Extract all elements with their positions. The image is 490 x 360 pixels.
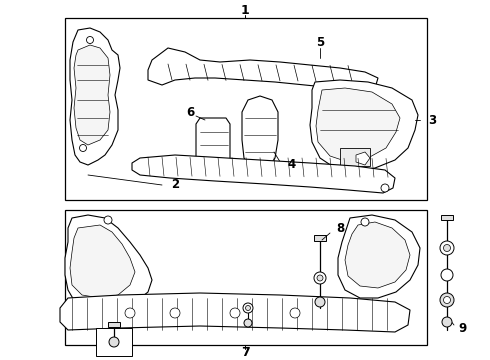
- Circle shape: [441, 269, 453, 281]
- Circle shape: [440, 293, 454, 307]
- Polygon shape: [60, 293, 410, 332]
- Text: 9: 9: [458, 321, 466, 334]
- Text: 5: 5: [316, 36, 324, 49]
- Circle shape: [245, 306, 250, 310]
- Text: 1: 1: [241, 4, 249, 18]
- Text: 4: 4: [288, 158, 296, 171]
- Bar: [96, 328, 132, 356]
- Circle shape: [361, 218, 369, 226]
- Circle shape: [315, 297, 325, 307]
- Bar: [314, 235, 326, 241]
- Circle shape: [125, 308, 135, 318]
- Circle shape: [381, 184, 389, 192]
- Polygon shape: [70, 225, 135, 298]
- Polygon shape: [310, 80, 418, 172]
- Text: 6: 6: [186, 105, 194, 118]
- Bar: [441, 215, 453, 220]
- Polygon shape: [356, 152, 370, 165]
- Circle shape: [230, 308, 240, 318]
- Polygon shape: [338, 215, 420, 298]
- Text: 7: 7: [241, 346, 249, 360]
- Polygon shape: [70, 28, 120, 165]
- Text: 3: 3: [428, 113, 436, 126]
- Circle shape: [244, 319, 252, 327]
- Circle shape: [314, 272, 326, 284]
- Circle shape: [442, 317, 452, 327]
- Polygon shape: [345, 222, 410, 288]
- Circle shape: [109, 337, 119, 347]
- Polygon shape: [242, 96, 278, 172]
- Bar: [65, 18, 427, 200]
- Circle shape: [290, 308, 300, 318]
- Text: 8: 8: [336, 221, 344, 234]
- Polygon shape: [316, 88, 400, 162]
- Circle shape: [243, 303, 253, 313]
- Text: 2: 2: [171, 179, 179, 192]
- Circle shape: [443, 244, 450, 252]
- Polygon shape: [132, 155, 395, 193]
- Circle shape: [170, 308, 180, 318]
- Bar: [340, 148, 370, 166]
- Polygon shape: [196, 118, 230, 176]
- Bar: [65, 210, 427, 345]
- Polygon shape: [148, 48, 378, 92]
- Circle shape: [79, 144, 87, 152]
- Polygon shape: [74, 45, 110, 145]
- Circle shape: [104, 216, 112, 224]
- Circle shape: [317, 275, 323, 281]
- Polygon shape: [65, 215, 152, 308]
- Circle shape: [443, 297, 450, 303]
- Bar: [108, 322, 120, 327]
- Circle shape: [87, 36, 94, 44]
- Circle shape: [440, 241, 454, 255]
